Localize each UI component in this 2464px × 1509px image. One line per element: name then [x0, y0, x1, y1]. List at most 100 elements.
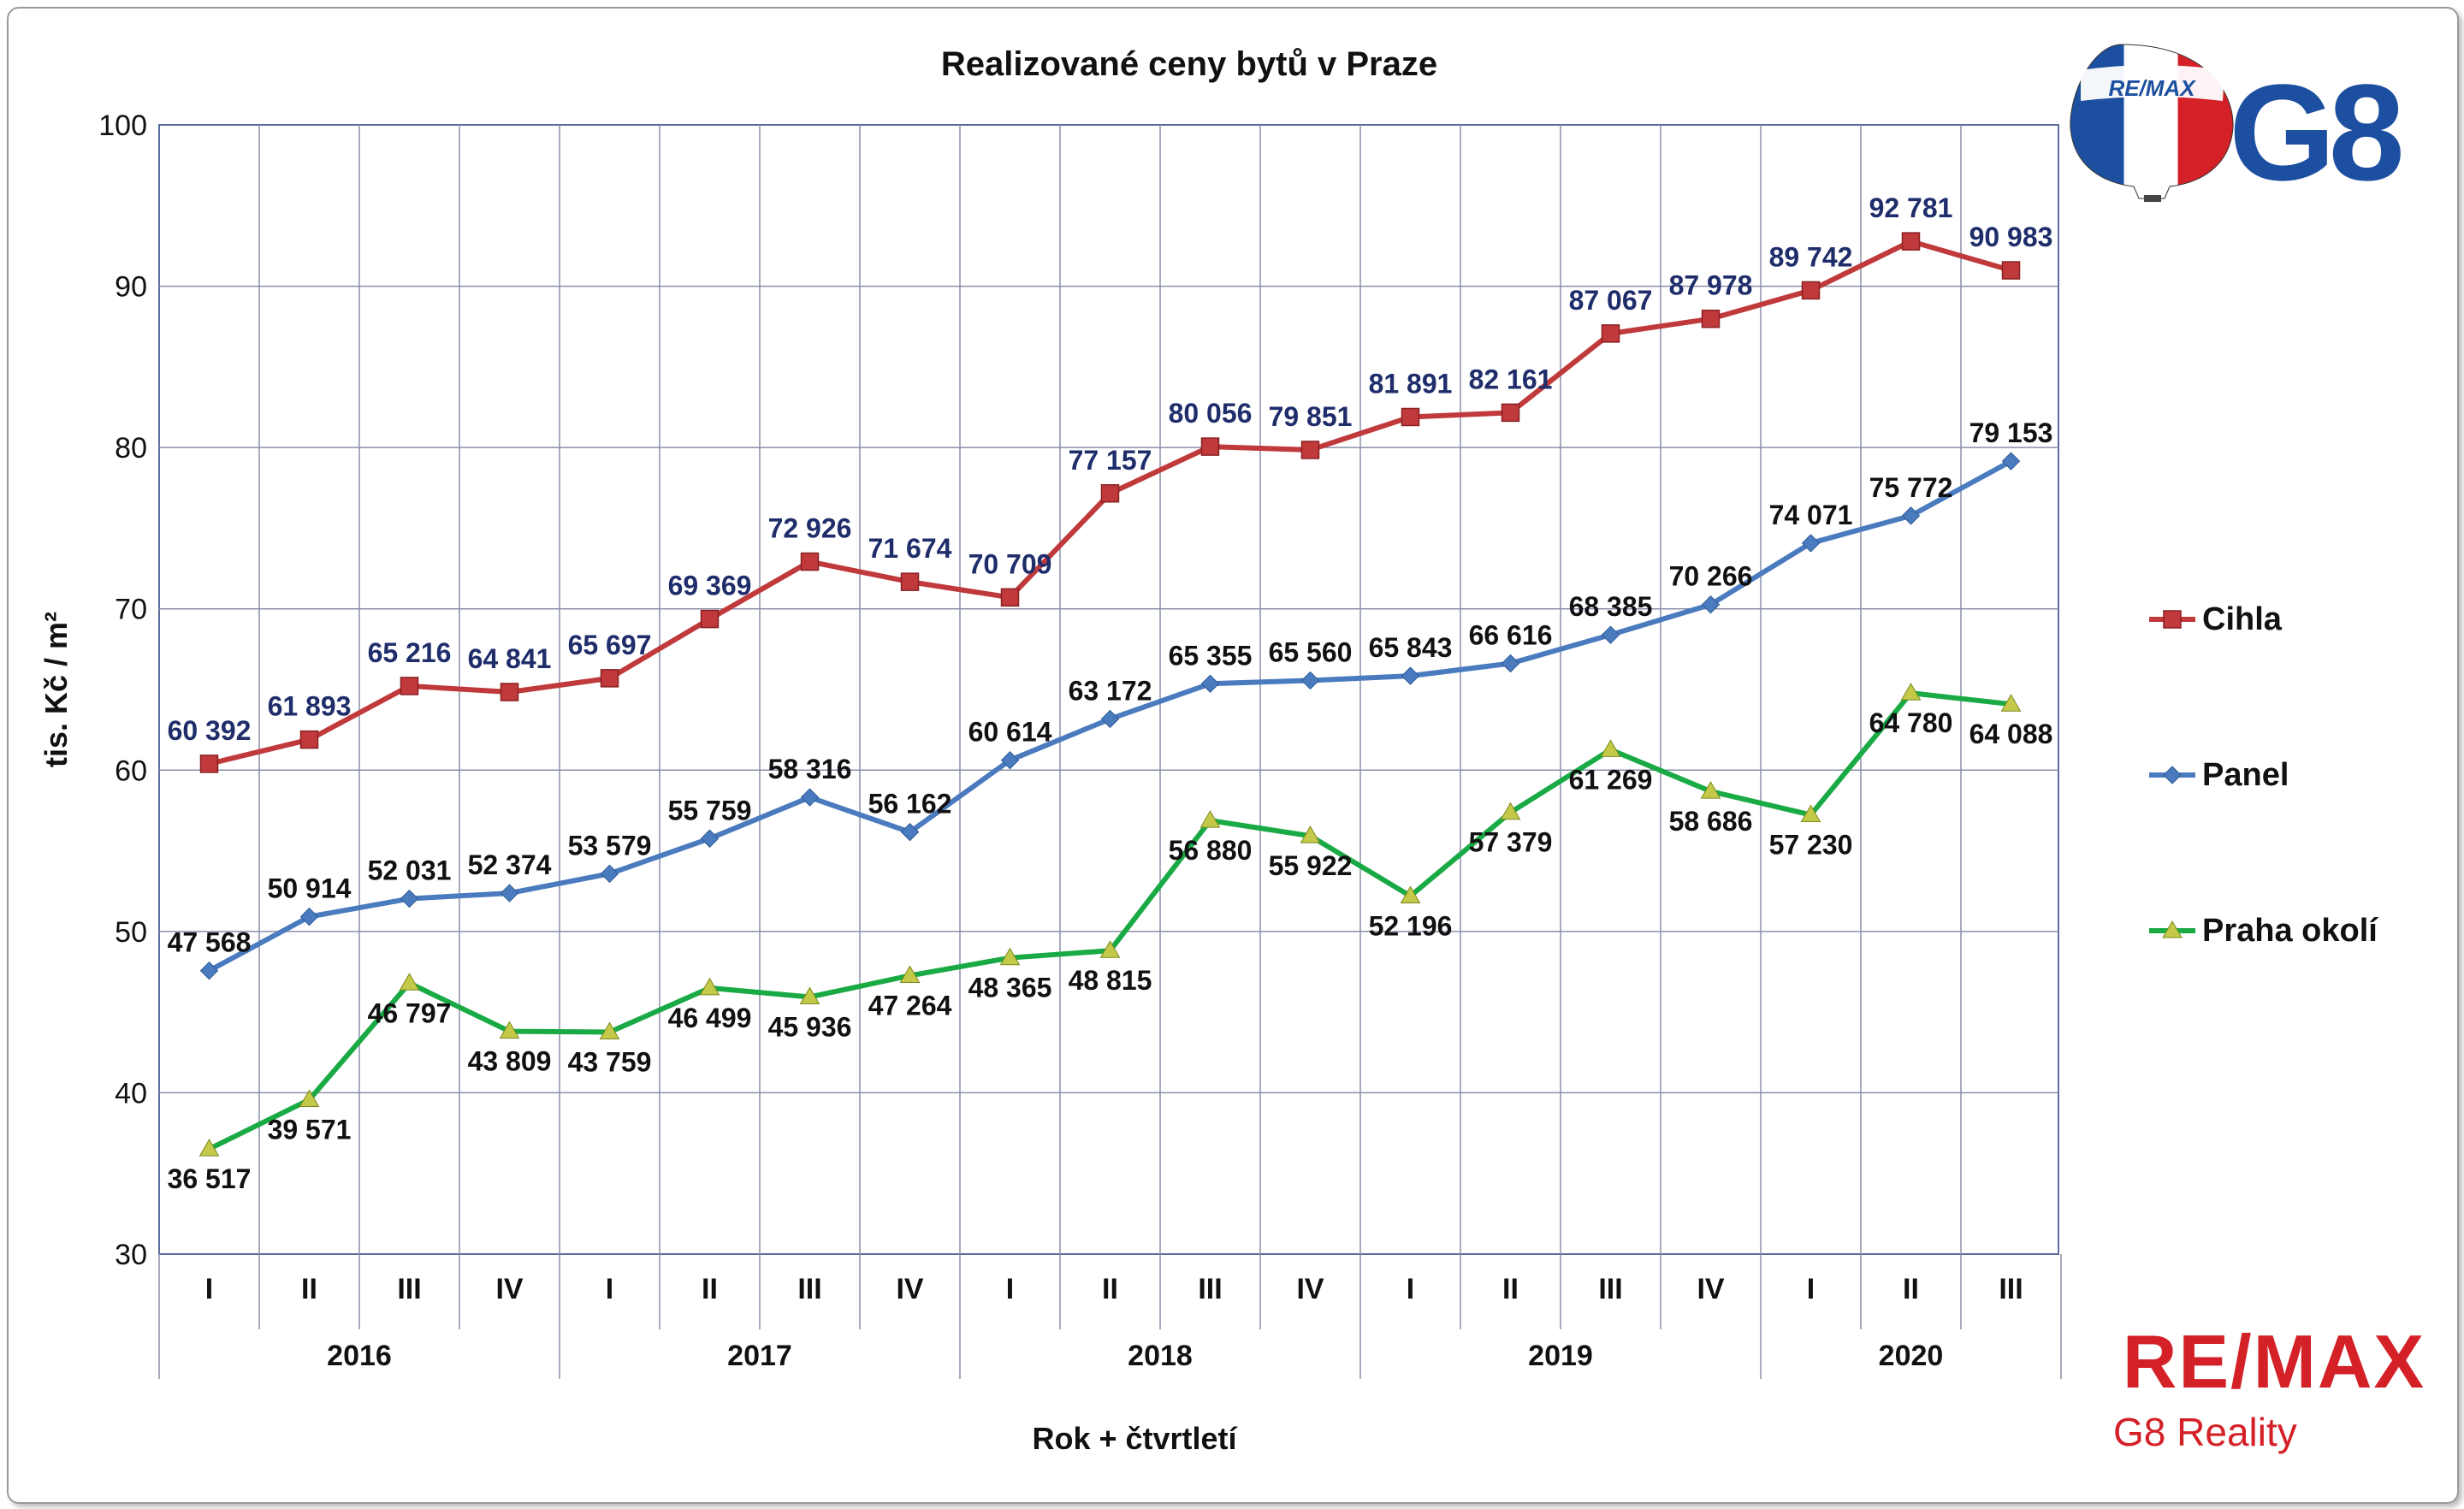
- data-label-panel: 65 560: [1269, 636, 1353, 667]
- data-point-panel: [1601, 625, 1620, 644]
- y-tick-label: 60: [115, 754, 147, 787]
- data-label-praha-okoli: 52 196: [1369, 910, 1453, 941]
- data-point-praha-okoli: [599, 1021, 620, 1040]
- x-tick-quarter: I: [205, 1273, 213, 1305]
- data-point-praha-okoli: [1400, 885, 1421, 903]
- data-label-cihla: 81 891: [1369, 368, 1453, 399]
- x-tick-quarter: II: [702, 1273, 718, 1305]
- data-label-cihla: 89 742: [1769, 241, 1853, 272]
- data-label-cihla: 71 674: [868, 533, 952, 564]
- data-label-cihla: 72 926: [768, 513, 852, 544]
- data-label-praha-okoli: 64 780: [1869, 707, 1953, 738]
- data-point-panel: [199, 962, 219, 980]
- series-layer: [198, 232, 2022, 1157]
- y-tick-label: 90: [115, 271, 147, 304]
- data-point-cihla: [1901, 232, 1921, 251]
- data-point-cihla: [1100, 484, 1120, 503]
- balloon-logo-text: RE/MAX: [2108, 75, 2196, 101]
- data-point-praha-okoli: [1300, 826, 1321, 843]
- x-tick-quarter: II: [1903, 1273, 1919, 1305]
- data-point-cihla: [900, 572, 920, 591]
- data-point-cihla: [299, 730, 319, 749]
- data-label-cihla: 65 216: [368, 637, 452, 668]
- data-label-panel: 55 759: [668, 795, 752, 826]
- data-label-panel: 58 316: [768, 754, 852, 784]
- data-point-panel: [800, 788, 820, 807]
- x-tick-year: 2017: [727, 1340, 792, 1372]
- data-label-praha-okoli: 48 365: [968, 973, 1052, 1003]
- y-axis-ticks: 30 40 50 60 70 80 90 100: [98, 109, 147, 1271]
- data-label-panel: 68 385: [1569, 591, 1653, 622]
- data-label-cihla: 92 781: [1869, 192, 1953, 223]
- legend-label-panel: Panel: [2202, 757, 2289, 793]
- y-tick-label: 40: [115, 1077, 147, 1110]
- data-point-panel: [1401, 666, 1420, 685]
- data-point-praha-okoli: [2000, 694, 2022, 712]
- x-tick-quarter: IV: [896, 1273, 923, 1305]
- data-label-praha-okoli: 58 686: [1669, 806, 1753, 837]
- data-point-cihla: [1801, 281, 1821, 300]
- y-tick-label: 100: [98, 109, 147, 142]
- data-point-cihla: [700, 609, 720, 629]
- legend: Cihla Panel Praha okolí: [2149, 601, 2378, 949]
- data-label-cihla: 69 369: [668, 571, 752, 601]
- x-axis-label: Rok + čtvrtletí: [1032, 1421, 1237, 1456]
- data-point-panel: [1100, 709, 1120, 729]
- data-label-cihla: 82 161: [1469, 364, 1553, 394]
- data-point-panel: [2001, 452, 2021, 470]
- data-point-panel: [500, 884, 519, 902]
- legend-label-cihla: Cihla: [2202, 601, 2283, 637]
- data-label-praha-okoli: 39 571: [268, 1115, 352, 1145]
- data-point-cihla: [1501, 403, 1520, 423]
- data-label-praha-okoli: 61 269: [1569, 764, 1653, 795]
- data-label-cihla: 70 709: [968, 548, 1052, 579]
- data-point-panel: [1701, 595, 1721, 614]
- data-point-cihla: [1701, 309, 1721, 328]
- legend-marker-praha-okoli: [2162, 920, 2183, 938]
- y-tick-label: 80: [115, 432, 147, 465]
- data-point-panel: [1501, 654, 1520, 673]
- data-label-panel: 66 616: [1469, 620, 1553, 651]
- data-point-cihla: [1200, 437, 1220, 456]
- data-label-cihla: 87 978: [1669, 270, 1753, 301]
- data-label-praha-okoli: 43 759: [568, 1047, 652, 1078]
- data-point-cihla: [2001, 261, 2021, 280]
- data-point-panel: [900, 822, 920, 842]
- x-tick-quarter: III: [397, 1273, 421, 1305]
- vertical-gridlines: [258, 125, 1962, 1254]
- x-tick-quarter: I: [606, 1273, 613, 1305]
- x-tick-quarter: III: [1598, 1273, 1622, 1305]
- data-labels: 60 392 61 893 65 216 64 841 65 697 69 369 72 9…: [168, 192, 2053, 1194]
- chart-title: Realizované ceny bytů v Praze: [941, 45, 1437, 83]
- y-axis-label: tis. Kč / m²: [38, 612, 74, 767]
- data-point-panel: [1801, 534, 1821, 553]
- data-label-cihla: 80 056: [1169, 398, 1253, 429]
- data-point-praha-okoli: [699, 977, 720, 996]
- x-axis-categories: I II III IV I II III IV I II III IV I II III IV I II III20…: [158, 1254, 2062, 1379]
- data-label-panel: 63 172: [1069, 675, 1152, 706]
- data-label-panel: 70 266: [1669, 561, 1753, 592]
- data-point-praha-okoli: [1500, 802, 1521, 820]
- data-point-praha-okoli: [799, 986, 820, 1004]
- data-point-panel: [1000, 750, 1020, 770]
- data-point-panel: [400, 889, 419, 908]
- data-label-cihla: 61 893: [268, 691, 352, 722]
- data-point-cihla: [1401, 407, 1420, 427]
- data-point-panel: [700, 829, 720, 848]
- data-label-cihla: 65 697: [568, 630, 652, 660]
- data-label-cihla: 77 157: [1069, 445, 1152, 476]
- data-label-praha-okoli: 64 088: [1969, 719, 2053, 749]
- y-tick-label: 70: [115, 594, 147, 626]
- horizontal-gridlines: [159, 285, 2058, 1094]
- x-tick-quarter: I: [1006, 1273, 1014, 1305]
- data-point-panel: [600, 864, 619, 884]
- data-label-panel: 65 843: [1369, 632, 1453, 663]
- data-label-praha-okoli: 36 517: [168, 1163, 252, 1194]
- data-label-panel: 79 153: [1969, 417, 2053, 448]
- data-label-cihla: 60 392: [168, 715, 252, 746]
- data-point-praha-okoli: [1099, 940, 1121, 958]
- data-label-panel: 50 914: [268, 873, 352, 904]
- data-point-cihla: [800, 552, 820, 571]
- data-point-cihla: [500, 683, 519, 701]
- data-label-panel: 65 355: [1169, 640, 1253, 671]
